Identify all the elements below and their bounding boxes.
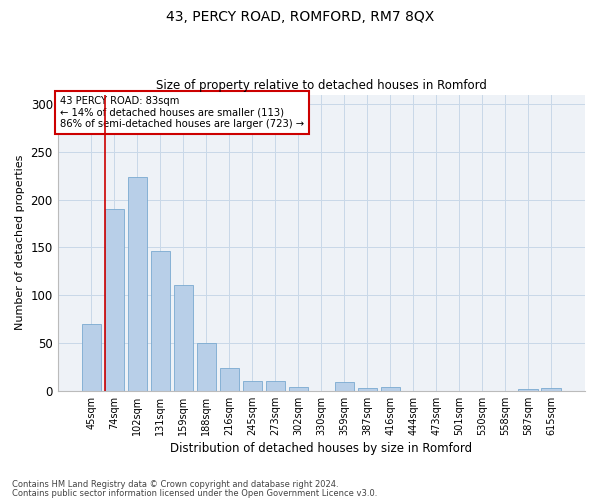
Bar <box>541 388 561 391</box>
Bar <box>335 382 354 391</box>
Text: Contains public sector information licensed under the Open Government Licence v3: Contains public sector information licen… <box>12 488 377 498</box>
Bar <box>380 387 400 391</box>
Bar <box>242 382 262 391</box>
Bar <box>151 252 170 391</box>
Bar <box>220 368 239 391</box>
Bar <box>104 209 124 391</box>
Bar <box>289 387 308 391</box>
Bar <box>128 176 147 391</box>
Y-axis label: Number of detached properties: Number of detached properties <box>15 155 25 330</box>
Text: 43 PERCY ROAD: 83sqm
← 14% of detached houses are smaller (113)
86% of semi-deta: 43 PERCY ROAD: 83sqm ← 14% of detached h… <box>61 96 304 129</box>
Title: Size of property relative to detached houses in Romford: Size of property relative to detached ho… <box>156 79 487 92</box>
Bar <box>266 382 285 391</box>
Bar <box>358 388 377 391</box>
Bar <box>82 324 101 391</box>
Text: 43, PERCY ROAD, ROMFORD, RM7 8QX: 43, PERCY ROAD, ROMFORD, RM7 8QX <box>166 10 434 24</box>
Bar <box>518 389 538 391</box>
Text: Contains HM Land Registry data © Crown copyright and database right 2024.: Contains HM Land Registry data © Crown c… <box>12 480 338 489</box>
Bar <box>197 343 216 391</box>
Bar <box>173 284 193 391</box>
X-axis label: Distribution of detached houses by size in Romford: Distribution of detached houses by size … <box>170 442 472 455</box>
